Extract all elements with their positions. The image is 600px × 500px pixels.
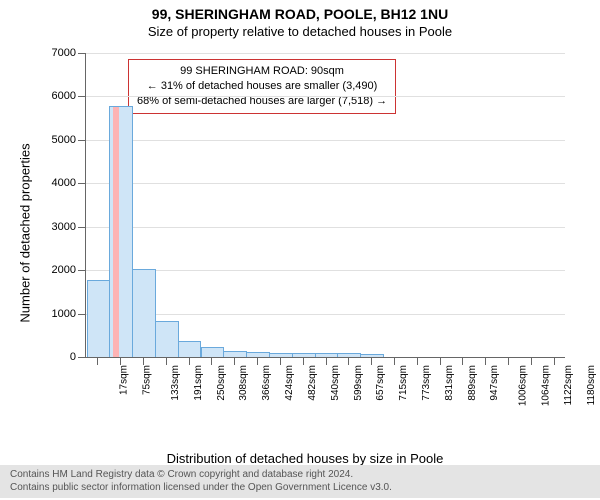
x-tick-label: 133sqm [170,365,181,401]
chart-area: Number of detached properties 99 SHERING… [35,48,575,418]
x-tick [508,357,509,365]
histogram-bar [87,280,111,357]
y-tick [78,314,86,315]
y-tick-label: 0 [70,351,76,363]
annotation-box: 99 SHERINGHAM ROAD: 90sqm ← 31% of detac… [128,59,396,114]
histogram-bar [132,269,156,357]
y-tick-label: 4000 [52,177,76,189]
gridline [86,270,565,271]
x-tick [326,357,327,365]
y-tick [78,357,86,358]
y-tick-label: 5000 [52,134,76,146]
x-tick [348,357,349,365]
x-tick [166,357,167,365]
footer: Contains HM Land Registry data © Crown c… [0,465,600,498]
histogram-bar [223,351,247,357]
chart-subtitle: Size of property relative to detached ho… [0,22,600,39]
y-tick [78,53,86,54]
x-tick-label: 1180sqm [586,365,597,405]
chart-title: 99, SHERINGHAM ROAD, POOLE, BH12 1NU [0,0,600,22]
x-tick [440,357,441,365]
footer-line2: Contains public sector information licen… [10,482,590,495]
x-tick [211,357,212,365]
chart-container: 99, SHERINGHAM ROAD, POOLE, BH12 1NU Siz… [0,0,600,500]
histogram-bar [246,352,270,357]
y-tick [78,227,86,228]
x-tick [531,357,532,365]
plot-area: 99 SHERINGHAM ROAD: 90sqm ← 31% of detac… [85,53,565,358]
histogram-bar [337,353,361,357]
x-tick-label: 831sqm [444,365,455,401]
x-tick-label: 599sqm [353,365,364,401]
x-tick-label: 540sqm [330,365,341,401]
highlight-bar [113,107,118,357]
x-tick [417,357,418,365]
gridline [86,140,565,141]
x-tick [462,357,463,365]
histogram-bar [178,341,202,357]
x-tick [97,357,98,365]
x-tick [280,357,281,365]
x-tick [485,357,486,365]
x-tick [394,357,395,365]
x-tick-label: 1122sqm [563,365,574,405]
gridline [86,314,565,315]
x-tick-label: 191sqm [193,365,204,401]
x-tick-label: 75sqm [142,365,153,395]
gridline [86,227,565,228]
gridline [86,96,565,97]
histogram-bar [155,321,179,357]
x-tick [189,357,190,365]
x-tick-label: 250sqm [216,365,227,401]
y-tick [78,183,86,184]
annotation-line1: 99 SHERINGHAM ROAD: 90sqm [137,64,387,79]
x-tick-label: 947sqm [489,365,500,401]
x-tick-label: 1064sqm [541,365,552,406]
y-tick [78,96,86,97]
x-axis-label: Distribution of detached houses by size … [35,451,575,466]
gridline [86,183,565,184]
x-tick-label: 482sqm [307,365,318,401]
x-tick-label: 657sqm [375,365,386,401]
x-tick-label: 889sqm [467,365,478,401]
y-tick-label: 2000 [52,264,76,276]
x-tick [234,357,235,365]
x-tick [303,357,304,365]
x-tick-label: 17sqm [119,365,130,395]
x-tick-label: 308sqm [239,365,250,401]
x-tick-label: 424sqm [284,365,295,401]
x-tick [143,357,144,365]
annotation-line2: ← 31% of detached houses are smaller (3,… [137,79,387,94]
x-tick [371,357,372,365]
y-axis-label: Number of detached properties [18,143,33,322]
y-tick [78,140,86,141]
x-tick-label: 715sqm [398,365,409,401]
y-tick-label: 3000 [52,221,76,233]
y-tick [78,270,86,271]
x-tick [120,357,121,365]
y-tick-label: 1000 [52,308,76,320]
footer-line1: Contains HM Land Registry data © Crown c… [10,469,590,482]
histogram-bar [201,347,225,357]
y-tick-label: 6000 [52,90,76,102]
x-tick-label: 773sqm [421,365,432,401]
x-tick-label: 1006sqm [518,365,529,406]
y-tick-label: 7000 [52,47,76,59]
x-tick [554,357,555,365]
gridline [86,53,565,54]
x-tick-label: 366sqm [261,365,272,401]
x-tick [257,357,258,365]
histogram-bar [360,354,384,357]
